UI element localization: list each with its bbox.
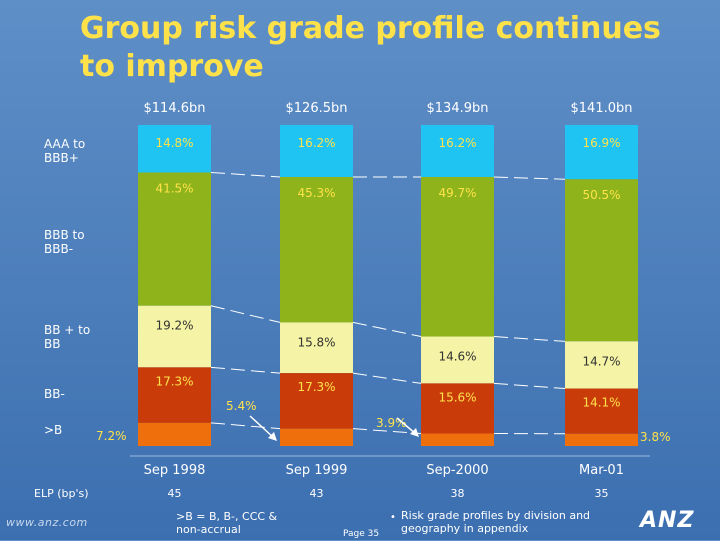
anz-logo: ANZ	[640, 508, 694, 533]
website-link[interactable]: www.anz.com	[6, 516, 88, 529]
bar-total-3: $134.9bn	[427, 101, 489, 116]
bar-total-2: $126.5bn	[286, 101, 348, 116]
appendix-note: Risk grade profiles by division and geog…	[401, 509, 621, 535]
connector-line-4-1	[211, 423, 280, 429]
data-label-5-2: 5.4%	[226, 399, 257, 413]
pointer-arrow-1	[250, 416, 274, 438]
bar-segment-1-3	[421, 125, 494, 177]
footnote-definition: >B = B, B-, CCC & non-accrual	[176, 510, 296, 536]
connector-line-3-1	[211, 367, 280, 373]
series-label-line: BB + to	[44, 323, 90, 337]
data-label-2-3: 49.7%	[438, 186, 476, 200]
data-label-4-4: 14.1%	[582, 396, 620, 410]
data-label-2-2: 45.3%	[297, 186, 335, 200]
category-label-4: Mar-01	[579, 463, 624, 478]
connector-line-3-2	[353, 373, 421, 383]
category-label-3: Sep-2000	[426, 463, 488, 478]
data-label-1-1: 14.8%	[155, 136, 193, 150]
bar-segment-3-1	[138, 306, 211, 368]
elp-value-1: 45	[168, 487, 182, 500]
data-label-3-1: 19.2%	[155, 319, 193, 333]
data-label-1-3: 16.2%	[438, 136, 476, 150]
elp-value-3: 38	[451, 487, 465, 500]
series-label-line: BB-	[44, 387, 65, 401]
category-label-1: Sep 1998	[144, 463, 206, 478]
series-label-4: BB-	[44, 387, 65, 401]
connector-line-1-3	[494, 177, 565, 179]
category-label-2: Sep 1999	[286, 463, 348, 478]
data-label-3-2: 15.8%	[297, 335, 335, 349]
bar-segment-1-4	[565, 125, 638, 179]
data-label-3-4: 14.7%	[582, 354, 620, 368]
elp-label: ELP (bp's)	[34, 487, 89, 500]
bar-segment-2-3	[421, 177, 494, 337]
data-label-5-1: 7.2%	[96, 429, 127, 443]
elp-value-4: 35	[595, 487, 609, 500]
series-label-line: BBB+	[44, 151, 79, 165]
data-label-2-4: 50.5%	[582, 188, 620, 202]
connector-line-2-3	[494, 337, 565, 342]
bar-segment-2-4	[565, 179, 638, 341]
elp-value-2: 43	[310, 487, 324, 500]
bar-total-1: $114.6bn	[144, 101, 206, 116]
connector-line-2-1	[211, 306, 280, 323]
connector-line-3-3	[494, 383, 565, 388]
series-label-line: AAA to	[44, 137, 85, 151]
connector-line-1-1	[211, 173, 280, 177]
bar-segment-5-3	[421, 433, 494, 446]
data-label-3-3: 14.6%	[438, 350, 476, 364]
data-label-4-2: 17.3%	[297, 380, 335, 394]
series-label-line: BB	[44, 337, 60, 351]
bar-segment-5-2	[280, 429, 353, 446]
data-label-5-4: 3.8%	[640, 430, 671, 444]
data-label-4-1: 17.3%	[155, 374, 193, 388]
data-label-1-4: 16.9%	[582, 136, 620, 150]
bar-segment-5-4	[565, 434, 638, 446]
bar-segment-1-2	[280, 125, 353, 177]
bullet-icon: •	[390, 512, 396, 523]
page-number: Page 35	[343, 528, 379, 541]
bar-segment-5-1	[138, 423, 211, 446]
series-label-5: >B	[44, 423, 62, 437]
series-label-line: BBB-	[44, 242, 73, 256]
bar-total-4: $141.0bn	[571, 101, 633, 116]
connector-line-2-2	[353, 322, 421, 336]
series-label-line: >B	[44, 423, 62, 437]
series-label-line: BBB to	[44, 228, 85, 242]
data-label-1-2: 16.2%	[297, 136, 335, 150]
data-label-2-1: 41.5%	[155, 182, 193, 196]
data-label-4-3: 15.6%	[438, 390, 476, 404]
